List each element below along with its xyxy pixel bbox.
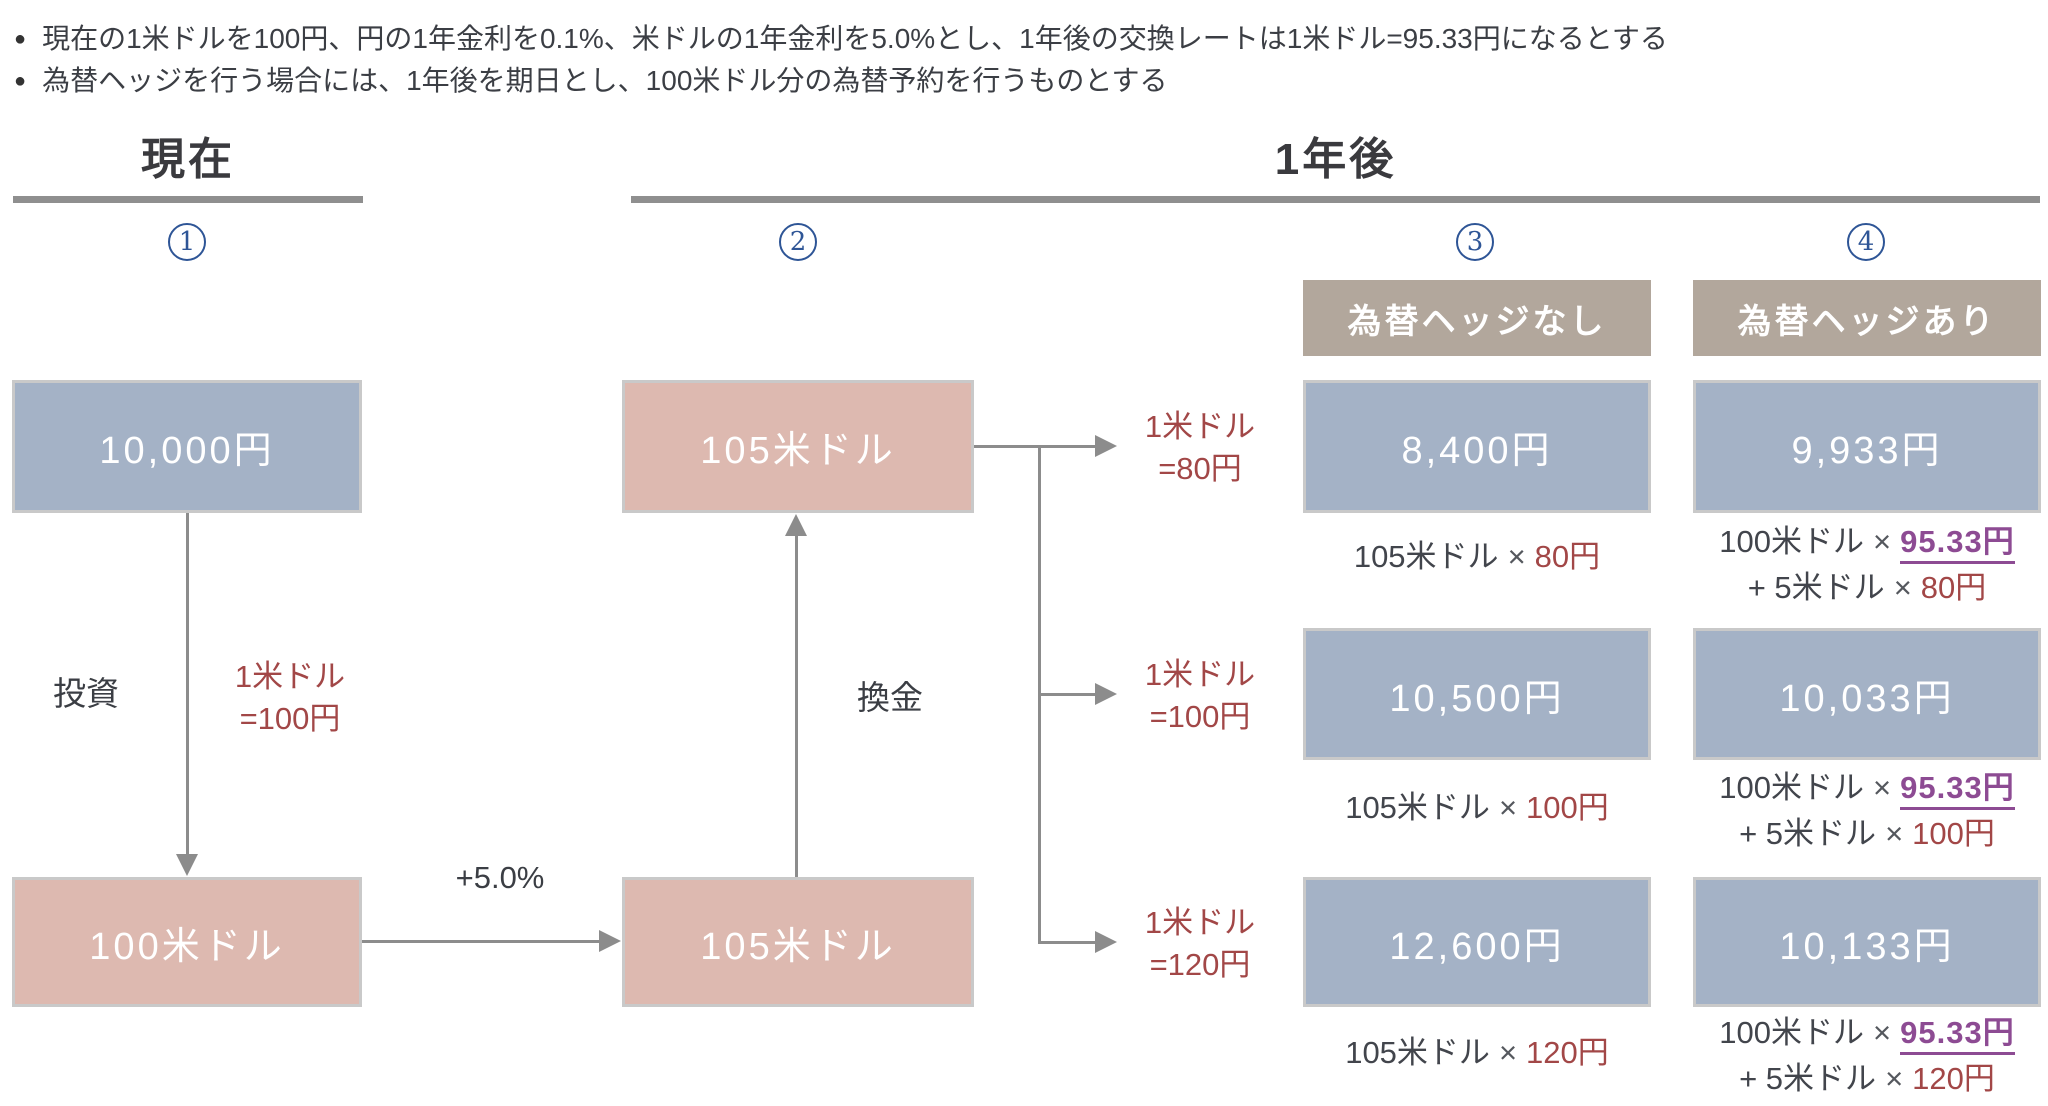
interest-arrow-head bbox=[599, 930, 621, 952]
invest-rate-line1: 1米ドル bbox=[234, 659, 346, 694]
box-usd-grown-bottom: 105米ドル bbox=[622, 877, 974, 1007]
branch-trunk-line bbox=[1038, 445, 1041, 944]
invest-rate-label: 1米ドル =100円 bbox=[205, 656, 375, 740]
formula-rate: 120円 bbox=[1912, 1061, 1995, 1096]
formula-rate: 80円 bbox=[1920, 570, 1987, 605]
formula-base: + 5米ドル bbox=[1747, 570, 1885, 605]
multiply-sign: × bbox=[1873, 770, 1892, 805]
multiply-sign: × bbox=[1873, 1015, 1892, 1050]
timeline-later-rule bbox=[631, 196, 2040, 203]
box-yen-start: 10,000円 bbox=[12, 380, 362, 513]
branch-arrow-head-row1 bbox=[1095, 435, 1117, 457]
invest-rate-line2: =100円 bbox=[239, 701, 341, 736]
formula-base: + 5米ドル bbox=[1739, 816, 1877, 851]
formula-rate: 120円 bbox=[1526, 1035, 1609, 1070]
multiply-sign: × bbox=[1873, 524, 1892, 559]
multiply-sign: × bbox=[1893, 570, 1912, 605]
scenario-rate-row3: 1米ドル =120円 bbox=[1125, 902, 1275, 986]
scenario-rate-row2: 1米ドル =100円 bbox=[1125, 654, 1275, 738]
rate-line2: =120円 bbox=[1149, 947, 1251, 982]
formula-base: + 5米ドル bbox=[1739, 1061, 1877, 1096]
box-with-hedge-row3: 10,133円 bbox=[1693, 877, 2041, 1007]
box-with-hedge-row1: 9,933円 bbox=[1693, 380, 2041, 513]
multiply-sign: × bbox=[1498, 790, 1518, 825]
formula-base: 100米ドル bbox=[1719, 1015, 1865, 1050]
rate-line1: 1米ドル bbox=[1144, 409, 1256, 444]
branch-arrow-head-row3 bbox=[1095, 931, 1117, 953]
no-hedge-formula-row2: 105米ドル × 100円 bbox=[1303, 788, 1651, 828]
interest-label: +5.0% bbox=[455, 860, 545, 895]
rate-line1: 1米ドル bbox=[1144, 905, 1256, 940]
with-hedge-formula-row1-line2: + 5米ドル × 80円 bbox=[1673, 568, 2048, 608]
bullet-icon: ● bbox=[14, 70, 27, 92]
branch-line-row2 bbox=[1040, 693, 1095, 696]
invest-arrow-head bbox=[176, 854, 198, 876]
convert-arrow-head bbox=[785, 514, 807, 536]
no-hedge-formula-row1: 105米ドル × 80円 bbox=[1303, 537, 1651, 577]
with-hedge-formula-row3-line1: 100米ドル × 95.33円 bbox=[1673, 1013, 2048, 1055]
formula-base: 100米ドル bbox=[1719, 524, 1865, 559]
formula-base: 105米ドル bbox=[1345, 790, 1490, 825]
hedge-rate-value: 95.33円 bbox=[1900, 1015, 2015, 1055]
box-no-hedge-row1: 8,400円 bbox=[1303, 380, 1651, 513]
box-no-hedge-row2: 10,500円 bbox=[1303, 628, 1651, 760]
section-title-now: 現在 bbox=[141, 135, 235, 184]
no-hedge-formula-row3: 105米ドル × 120円 bbox=[1303, 1033, 1651, 1073]
multiply-sign: × bbox=[1885, 1061, 1904, 1096]
box-usd-grown-top: 105米ドル bbox=[622, 380, 974, 513]
convert-arrow-line bbox=[795, 536, 798, 877]
formula-rate: 80円 bbox=[1534, 539, 1601, 574]
multiply-sign: × bbox=[1507, 539, 1526, 574]
header-with-hedge: 為替ヘッジあり bbox=[1693, 280, 2041, 356]
formula-base: 100米ドル bbox=[1719, 770, 1865, 805]
box-usd-start: 100米ドル bbox=[12, 877, 362, 1007]
branch-line-row3 bbox=[1040, 941, 1095, 944]
formula-base: 105米ドル bbox=[1353, 539, 1499, 574]
scenario-rate-row1: 1米ドル =80円 bbox=[1125, 406, 1275, 490]
branch-arrow-head-row2 bbox=[1095, 683, 1117, 705]
convert-label: 換金 bbox=[857, 679, 923, 716]
step-marker-3: 3 bbox=[1456, 223, 1494, 261]
step-marker-1: 1 bbox=[168, 223, 206, 261]
with-hedge-formula-row2-line1: 100米ドル × 95.33円 bbox=[1673, 768, 2048, 810]
rate-line2: =80円 bbox=[1158, 451, 1242, 486]
bullet-icon: ● bbox=[14, 28, 27, 50]
hedge-rate-value: 95.33円 bbox=[1900, 770, 2015, 810]
assumption-note-2: ● 為替ヘッジを行う場合には、1年後を期日とし、100米ドル分の為替予約を行うも… bbox=[14, 61, 1168, 101]
rate-line1: 1米ドル bbox=[1144, 657, 1256, 692]
section-title-one-year-later: 1年後 bbox=[1274, 135, 1397, 184]
note-text: 現在の1米ドルを100円、円の1年金利を0.1%、米ドルの1年金利を5.0%とし… bbox=[42, 23, 1668, 54]
box-with-hedge-row2: 10,033円 bbox=[1693, 628, 2041, 760]
formula-base: 105米ドル bbox=[1345, 1035, 1490, 1070]
assumption-note-1: ● 現在の1米ドルを100円、円の1年金利を0.1%、米ドルの1年金利を5.0%… bbox=[14, 19, 1668, 59]
header-no-hedge: 為替ヘッジなし bbox=[1303, 280, 1651, 356]
rate-line2: =100円 bbox=[1149, 699, 1251, 734]
box-no-hedge-row3: 12,600円 bbox=[1303, 877, 1651, 1007]
invest-label: 投資 bbox=[53, 675, 119, 712]
branch-line-row1 bbox=[974, 445, 1095, 448]
invest-arrow-line bbox=[186, 513, 189, 855]
multiply-sign: × bbox=[1885, 816, 1904, 851]
step-marker-2: 2 bbox=[779, 223, 817, 261]
formula-rate: 100円 bbox=[1526, 790, 1609, 825]
formula-rate: 100円 bbox=[1912, 816, 1995, 851]
step-marker-4: 4 bbox=[1847, 223, 1885, 261]
with-hedge-formula-row2-line2: + 5米ドル × 100円 bbox=[1673, 814, 2048, 854]
timeline-now-rule bbox=[13, 196, 363, 203]
hedge-rate-value: 95.33円 bbox=[1900, 524, 2015, 564]
multiply-sign: × bbox=[1498, 1035, 1518, 1070]
interest-arrow-line bbox=[362, 940, 600, 943]
with-hedge-formula-row1-line1: 100米ドル × 95.33円 bbox=[1673, 522, 2048, 564]
note-text: 為替ヘッジを行う場合には、1年後を期日とし、100米ドル分の為替予約を行うものと… bbox=[42, 65, 1168, 96]
with-hedge-formula-row3-line2: + 5米ドル × 120円 bbox=[1673, 1059, 2048, 1099]
